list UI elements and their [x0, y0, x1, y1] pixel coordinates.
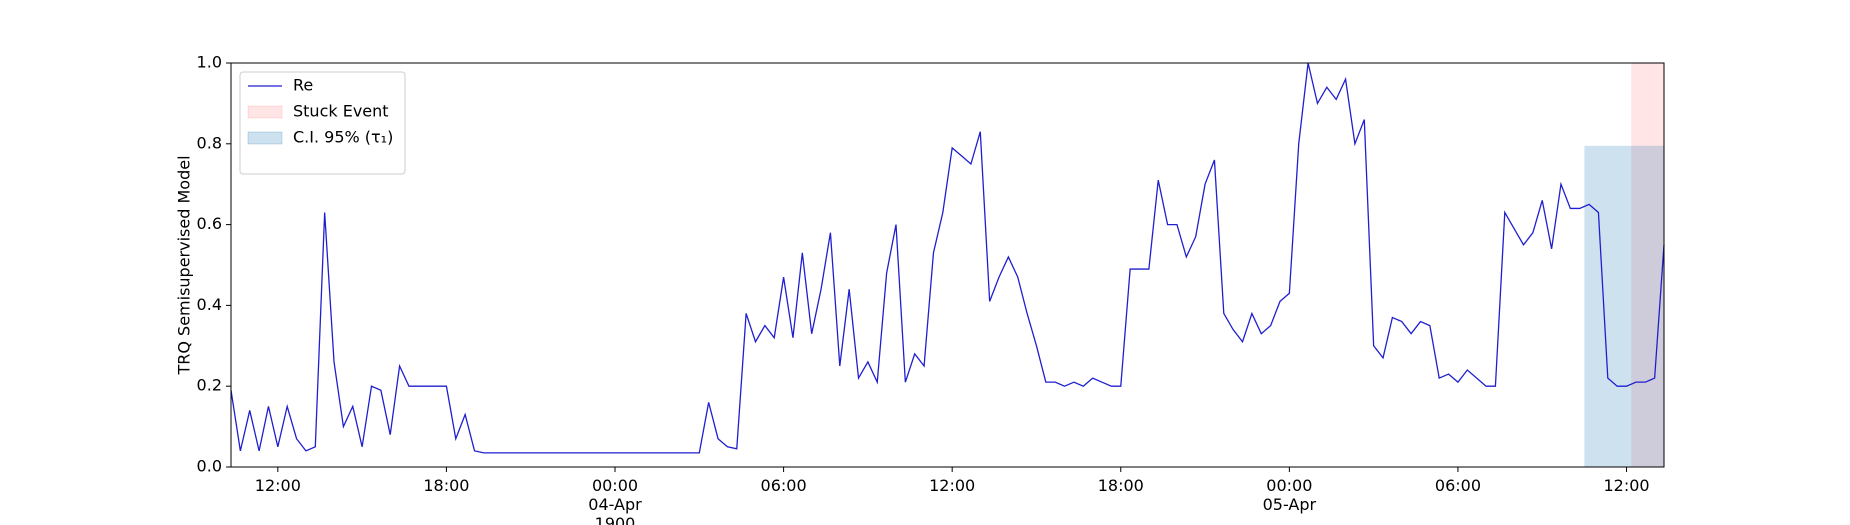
y-axis-label: TRQ Semisupervised Model: [175, 155, 194, 375]
y-tick-label: 0.4: [197, 295, 222, 314]
x-tick-label: 18:00: [1098, 476, 1144, 495]
x-tick-label: 06:00: [761, 476, 807, 495]
x-tick-label: 12:00: [255, 476, 301, 495]
x-tick-label: 06:00: [1435, 476, 1481, 495]
span: [1631, 63, 1664, 467]
x-tick-label: 00:00 05-Apr: [1263, 476, 1317, 514]
y-tick-label: 1.0: [197, 53, 222, 72]
x-tick-label: 12:00: [929, 476, 975, 495]
y-tick-label: 0.0: [197, 457, 222, 476]
x-tick-label: 12:00: [1603, 476, 1649, 495]
plot-frame: [230, 62, 1665, 468]
legend-swatch: [247, 105, 283, 119]
legend-label: C.I. 95% (τ₁): [293, 128, 393, 147]
y-tick-label: 0.8: [197, 133, 222, 152]
legend-swatch: [247, 131, 283, 145]
x-tick-label: 00:00 04-Apr 1900: [588, 476, 642, 525]
legend-label: Re: [293, 76, 313, 95]
y-tick-label: 0.2: [197, 376, 222, 395]
span: [1584, 145, 1664, 467]
y-tick-label: 0.6: [197, 214, 222, 233]
legend-box: [239, 71, 406, 175]
x-tick-label: 18:00: [423, 476, 469, 495]
line: [230, 62, 1665, 454]
legend-label: Stuck Event: [293, 102, 389, 121]
